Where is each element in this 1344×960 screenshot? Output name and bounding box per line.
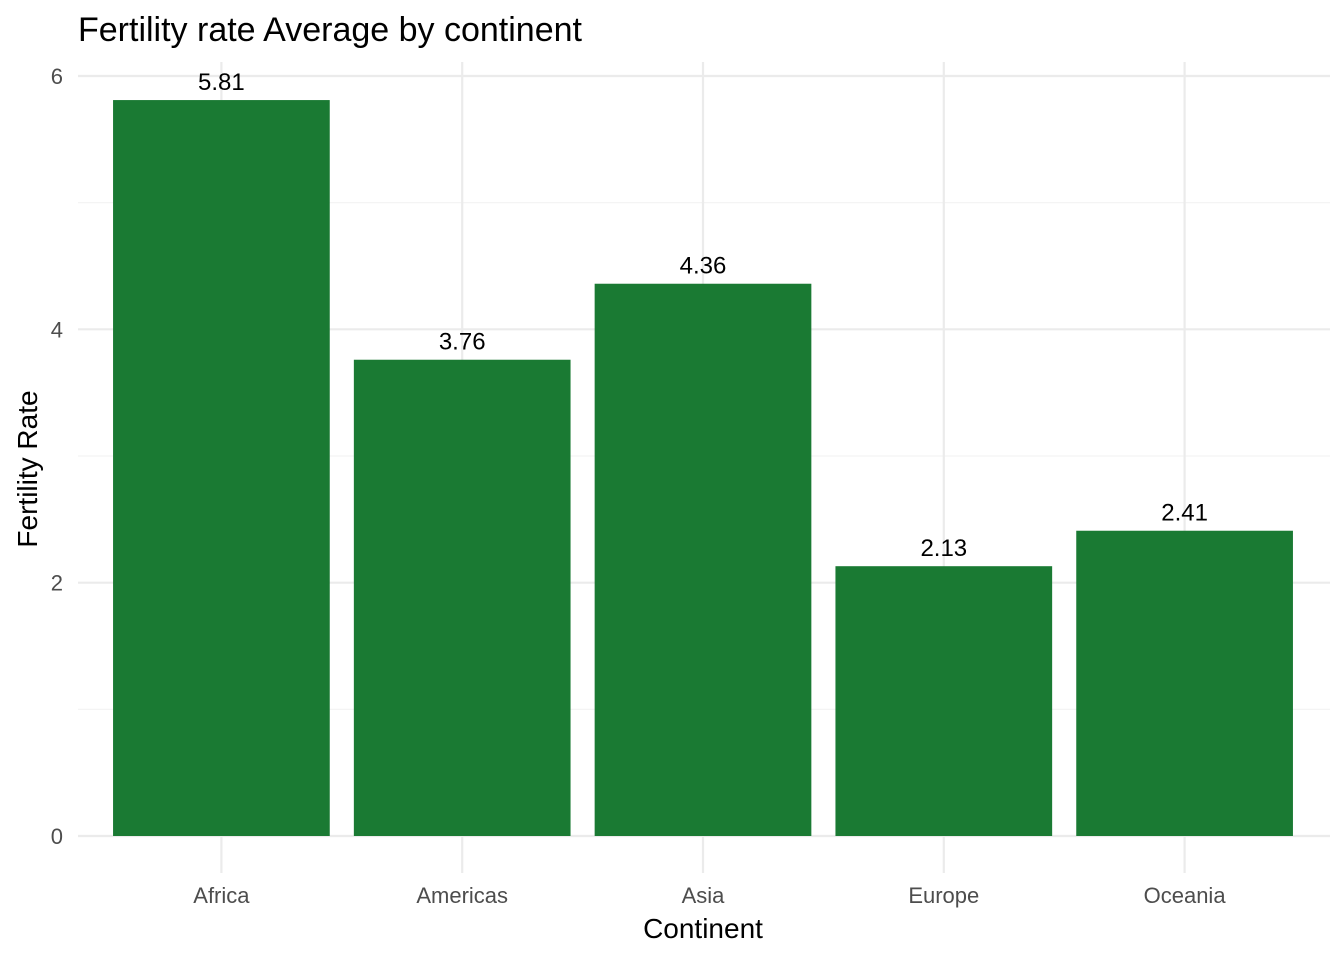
data-labels-group: 5.81 3.76 4.36 2.13 2.41 [198, 69, 1208, 562]
x-tick-label: Oceania [1144, 883, 1227, 908]
y-tick-label: 6 [51, 64, 63, 89]
x-axis-title: Continent [643, 913, 763, 944]
bar-europe [835, 566, 1053, 836]
x-axis-ticks: Africa Americas Asia Europe Oceania [193, 883, 1226, 908]
data-label-oceania: 2.41 [1161, 500, 1208, 527]
bar-americas [353, 359, 571, 836]
y-tick-label: 2 [51, 571, 63, 596]
chart-title: Fertility rate Average by continent [78, 11, 583, 49]
data-label-europe: 2.13 [920, 535, 967, 562]
x-tick-label: Africa [193, 883, 250, 908]
x-tick-label: Asia [682, 883, 726, 908]
y-axis-title: Fertility Rate [12, 390, 43, 547]
bar-oceania [1076, 530, 1293, 836]
x-tick-label: Europe [908, 883, 979, 908]
y-tick-label: 4 [51, 317, 63, 342]
data-label-americas: 3.76 [439, 329, 486, 356]
bar-asia [594, 283, 812, 836]
data-label-africa: 5.81 [198, 69, 245, 96]
y-tick-label: 0 [51, 824, 63, 849]
data-label-asia: 4.36 [680, 253, 727, 280]
x-tick-label: Americas [416, 883, 508, 908]
bars-group [113, 100, 1293, 837]
bar-africa [113, 100, 330, 837]
y-axis-ticks: 0 2 4 6 [51, 64, 63, 849]
